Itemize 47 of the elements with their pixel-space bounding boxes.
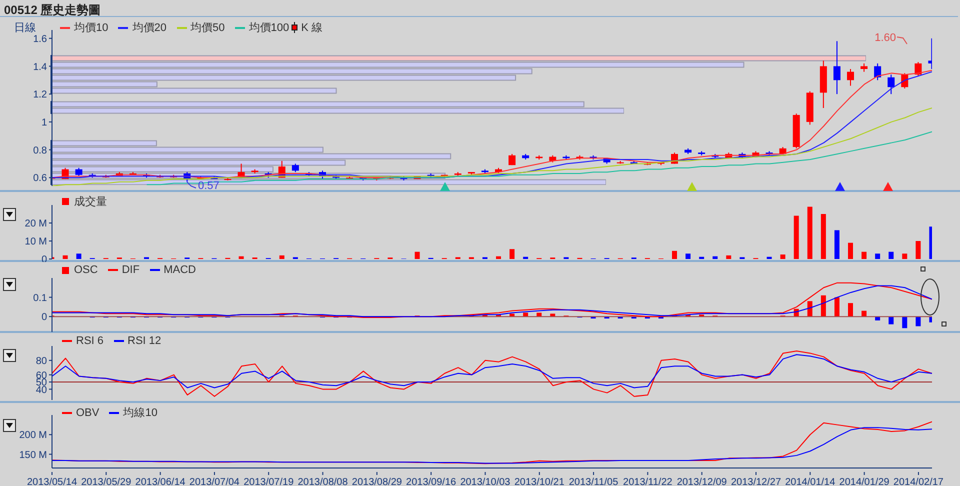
legend-label: 均線10 [123, 406, 158, 420]
y-tick-label: 20 M [24, 218, 47, 230]
x-tick-label: 2013/08/08 [298, 477, 348, 486]
legend-label: 均價20 [132, 21, 166, 35]
y-tick-label: 0 [41, 312, 48, 324]
legend-label: RSI 6 [76, 335, 104, 347]
x-tick-label: 2013/05/29 [81, 477, 132, 486]
y-tick-label: 0.6 [33, 173, 48, 184]
legend-label: MACD [164, 264, 196, 276]
x-tick-label: 2013/10/21 [514, 477, 565, 486]
annotation: 1.60 [874, 32, 896, 44]
legend-label: OSC [74, 264, 98, 276]
legend-label: 均價100 [248, 21, 290, 35]
y-tick-label: 1 [41, 117, 48, 128]
annotation: 0.57 [198, 180, 220, 192]
x-tick-label: 2013/11/05 [568, 477, 619, 486]
legend-label: OBV [76, 406, 100, 418]
x-tick-label: 2013/07/19 [244, 477, 294, 486]
y-tick-label: 200 M [19, 430, 47, 442]
x-tick-label: 2013/07/04 [189, 477, 240, 486]
legend-label: DIF [122, 264, 140, 276]
x-tick-label: 2014/02/17 [893, 477, 944, 486]
legend-label: 均價10 [74, 21, 108, 35]
x-tick-label: 2013/08/29 [352, 477, 402, 486]
y-tick-label: 1.6 [33, 34, 48, 45]
y-tick-label: 150 M [19, 450, 47, 461]
x-tick-label: 2013/06/14 [135, 477, 186, 486]
x-tick-label: 2013/05/14 [26, 477, 78, 486]
legend-label: RSI 12 [128, 335, 162, 347]
y-tick-label: 10 M [24, 236, 47, 248]
legend-label: K 線 [301, 21, 323, 35]
x-tick-label: 2013/10/03 [460, 477, 511, 486]
y-tick-label: 1.2 [33, 90, 48, 101]
x-tick-label: 2013/09/16 [406, 477, 457, 486]
x-tick-label: 2013/12/27 [730, 477, 782, 486]
y-tick-label: 1.4 [33, 62, 48, 73]
y-tick-label: 0.8 [33, 145, 48, 156]
legend-label: 均價50 [190, 21, 225, 35]
y-tick-label: 0.1 [33, 292, 48, 304]
y-tick-label: 80 [36, 356, 48, 367]
x-tick-label: 2013/11/22 [623, 477, 673, 486]
x-tick-label: 2014/01/29 [839, 477, 890, 486]
x-tick-label: 2013/12/09 [676, 477, 728, 486]
y-axis-title: 日線 [14, 21, 36, 35]
chart-title: 00512 歷史走勢圖 [0, 0, 958, 17]
x-tick-label: 2014/01/14 [785, 477, 836, 486]
legend-label: 成交量 [74, 194, 107, 209]
